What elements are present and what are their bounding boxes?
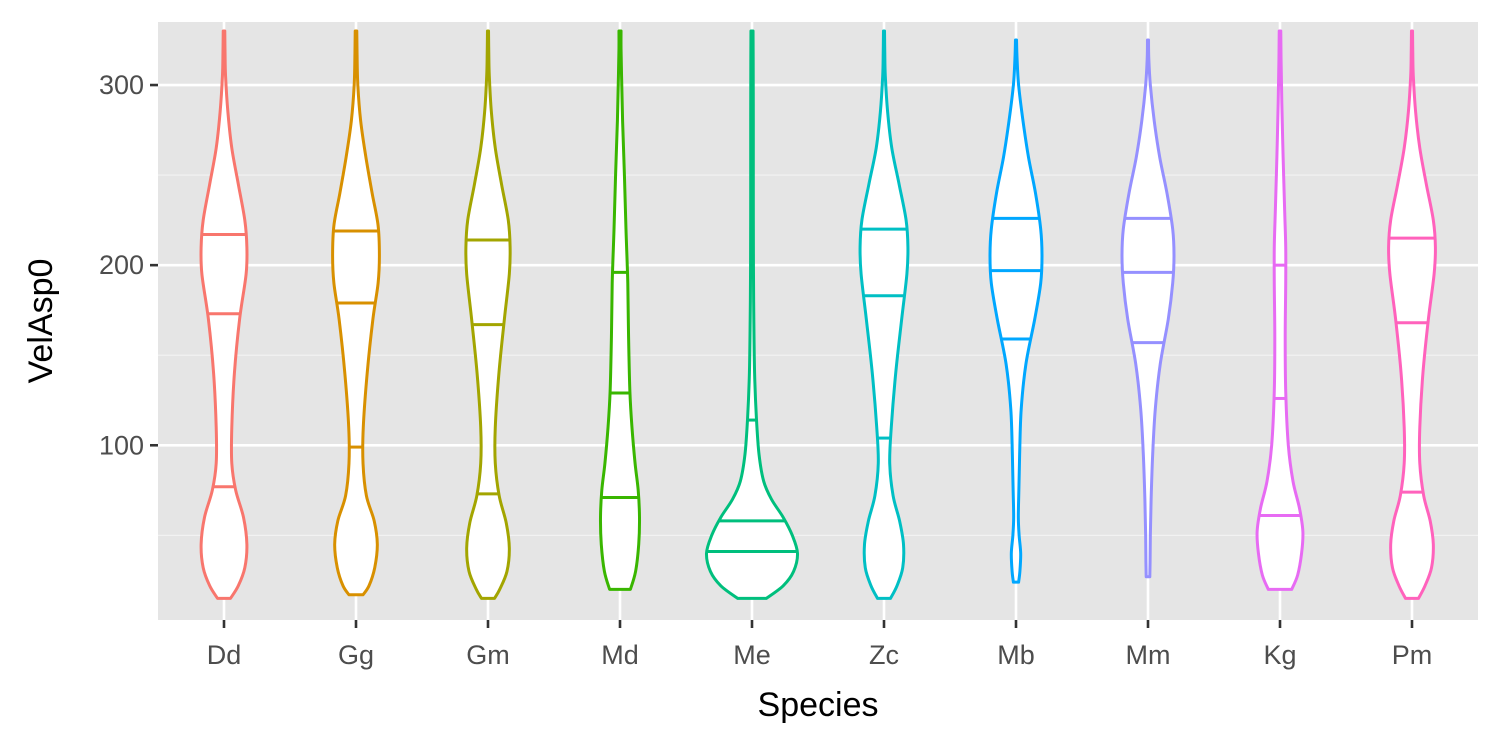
x-tick-label: Zc (869, 640, 899, 670)
violin-outline (598, 29, 642, 591)
x-tick-label: Gg (338, 640, 374, 670)
x-tick-label: Mb (997, 640, 1035, 670)
y-axis-title: VelAsp0 (22, 259, 60, 384)
x-tick-label: Pm (1392, 640, 1433, 670)
x-tick-label: Md (601, 640, 639, 670)
violin-dd (199, 29, 249, 600)
violin-gg (331, 29, 381, 597)
violin-mm (1120, 38, 1176, 579)
axes: 100 200 300 Dd Gg Gm Md Me Zc Mb Mm Kg Pm (99, 70, 1432, 670)
x-tick-label: Dd (207, 640, 242, 670)
violin-kg (1255, 29, 1305, 591)
violins (199, 29, 1437, 600)
violin-gm (464, 29, 512, 600)
x-axis-title: Species (758, 686, 879, 724)
violin-outline (464, 29, 512, 600)
x-tick-label: Gm (466, 640, 510, 670)
y-tick-label: 300 (99, 70, 144, 100)
x-tick-label: Mm (1126, 640, 1171, 670)
violin-pm (1387, 29, 1437, 600)
violin-outline (331, 29, 381, 597)
y-tick-label: 100 (99, 430, 144, 460)
violin-outline (988, 38, 1044, 584)
violin-outline (704, 29, 800, 600)
x-tick-label: Kg (1263, 640, 1296, 670)
violin-mb (988, 38, 1044, 584)
violin-outline (858, 29, 910, 600)
violin-outline (1120, 38, 1176, 579)
violin-outline (1255, 29, 1305, 591)
violin-md (598, 29, 642, 591)
violin-zc (858, 29, 910, 600)
y-tick-label: 200 (99, 250, 144, 280)
violin-me (704, 29, 800, 600)
x-tick-label: Me (733, 640, 771, 670)
violin-outline (1387, 29, 1437, 600)
